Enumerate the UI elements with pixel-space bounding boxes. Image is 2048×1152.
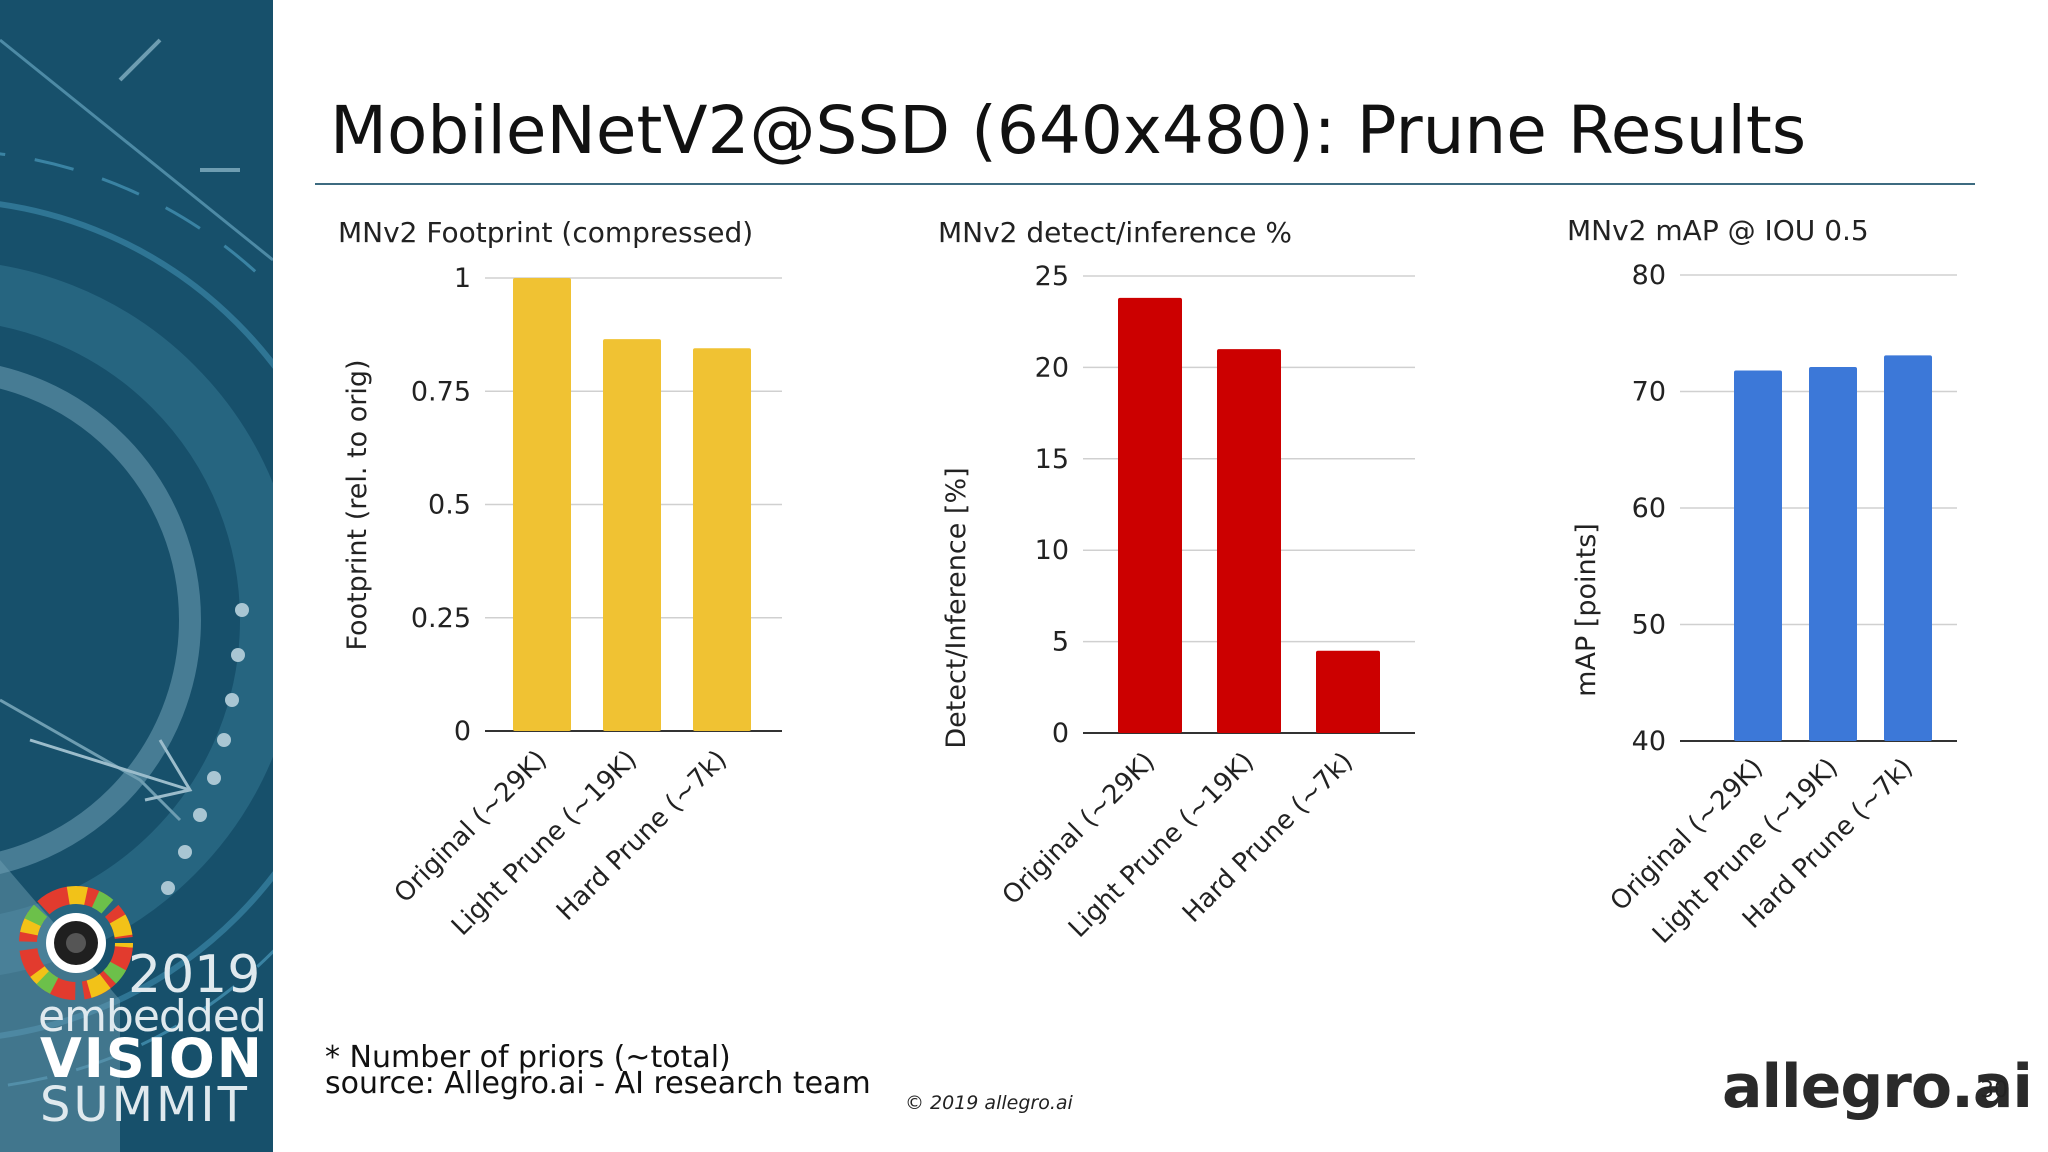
chart-2-category-label: Hard Prune (~7k): [1177, 747, 1359, 929]
chart-1-bar-original-29k: [513, 278, 571, 731]
chart-3-bar-original-29k: [1734, 370, 1782, 741]
event-logo-mark: [19, 886, 133, 1000]
chart-1-ytick-label: 1: [454, 263, 471, 294]
chart-3-ytick-label: 40: [1632, 726, 1666, 757]
event-logo: 2019 embedded VISION SUMMIT: [18, 885, 267, 1133]
slide-number: 30: [1980, 1078, 2008, 1103]
chart-3-ytick-label: 50: [1632, 610, 1666, 641]
chart-2-bar-light-prune-19k: [1217, 349, 1281, 733]
event-year: 2019: [128, 945, 261, 1005]
slide-title: MobileNetV2@SSD (640x480): Prune Results: [330, 92, 1807, 169]
chart-3-bar-light-prune-19k: [1809, 367, 1857, 741]
chart-3-ytick-label: 70: [1632, 377, 1666, 408]
chart-1-category-label: Original (~29K): [389, 745, 553, 909]
chart-2-ytick-label: 15: [1035, 444, 1069, 475]
title-divider: [315, 183, 1975, 185]
copyright: © 2019 allegro.ai: [905, 1092, 1073, 1114]
chart-1-bar-light-prune-19k: [603, 339, 661, 731]
chart-2-bar-hard-prune-7k: [1316, 650, 1380, 733]
chart-3-bar-hard-prune-7k: [1884, 355, 1932, 741]
chart-2-title: MNv2 detect/inference %: [938, 216, 1292, 249]
chart-3-title: MNv2 mAP @ IOU 0.5: [1567, 214, 1869, 247]
chart-2-ytick-label: 5: [1052, 627, 1069, 658]
chart-3-ytick-label: 80: [1632, 260, 1666, 291]
footnote-source: source: Allegro.ai - AI research team: [325, 1066, 871, 1101]
chart-1-ytick-label: 0.75: [411, 376, 471, 407]
chart-1-ytick-label: 0: [454, 716, 471, 747]
chart-1-ytick-label: 0.5: [428, 490, 471, 521]
chart-1-bar-hard-prune-7k: [693, 348, 751, 731]
chart-3-ytick-label: 60: [1632, 493, 1666, 524]
chart-1-ytick-label: 0.25: [411, 603, 471, 634]
chart-2-ytick-label: 20: [1035, 352, 1069, 383]
event-name-line1: embedded: [38, 991, 267, 1042]
footnote-priors: * Number of priors (~total): [325, 1040, 731, 1075]
chart-2-category-label: Light Prune (~19K): [1063, 747, 1260, 944]
event-name-line3: SUMMIT: [40, 1077, 250, 1133]
chart-3-ylabel: mAP [points]: [1571, 523, 1602, 697]
chart-1-category-label: Hard Prune (~7k): [551, 745, 733, 927]
chart-1-title: MNv2 Footprint (compressed): [338, 216, 753, 249]
chart-2-ytick-label: 0: [1052, 718, 1069, 749]
side-panel: [0, 0, 273, 1152]
chart-2-ylabel: Detect/Inference [%]: [941, 467, 972, 748]
chart-1-ylabel: Footprint (rel. to orig): [342, 359, 373, 650]
company-logo: allegro.ai: [1722, 1052, 2033, 1122]
chart-2-ytick-label: 10: [1035, 535, 1069, 566]
chart-2-ytick-label: 25: [1035, 261, 1069, 292]
event-name-line2: VISION: [40, 1027, 264, 1090]
chart-2-bar-original-29k: [1118, 297, 1182, 733]
